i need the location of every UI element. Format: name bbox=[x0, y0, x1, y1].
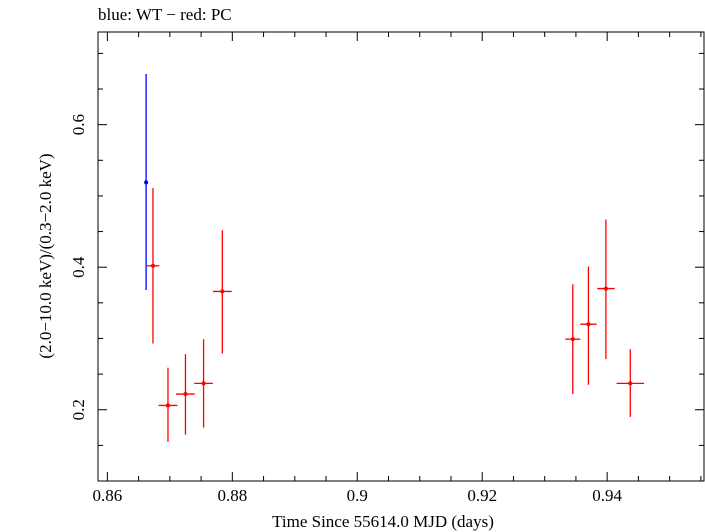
point-marker bbox=[628, 381, 633, 386]
data-point bbox=[580, 266, 597, 385]
data-marks bbox=[144, 74, 645, 442]
point-marker bbox=[165, 403, 170, 408]
plot-frame bbox=[97, 31, 705, 482]
x-tick-label: 0.92 bbox=[467, 486, 497, 505]
y-tick-label: 0.6 bbox=[69, 114, 88, 135]
y-tick-label: 0.4 bbox=[69, 256, 88, 278]
tick-labels: 0.86 0.88 0.9 0.92 0.94 0.2 0.4 0.6 bbox=[69, 114, 623, 505]
x-tick-label: 0.9 bbox=[347, 486, 368, 505]
data-point bbox=[212, 230, 232, 354]
x-tick-label: 0.94 bbox=[592, 486, 622, 505]
point-marker bbox=[220, 289, 225, 294]
x-tick-label: 0.88 bbox=[217, 486, 247, 505]
point-marker bbox=[201, 381, 206, 386]
y-axis-label: (2.0−10.0 keV)/(0.3−2.0 keV) bbox=[36, 153, 55, 358]
point-marker bbox=[150, 263, 155, 268]
data-point bbox=[176, 354, 195, 435]
point-marker bbox=[144, 180, 149, 185]
x-axis-label: Time Since 55614.0 MJD (days) bbox=[272, 512, 494, 531]
data-point bbox=[146, 188, 160, 344]
point-marker bbox=[603, 286, 608, 291]
x-tick-label: 0.86 bbox=[92, 486, 122, 505]
point-marker bbox=[586, 322, 591, 327]
axis-ticks bbox=[98, 32, 704, 482]
data-point bbox=[616, 349, 645, 417]
data-point bbox=[194, 339, 213, 428]
y-tick-label: 0.2 bbox=[69, 399, 88, 420]
point-marker bbox=[570, 337, 575, 342]
point-marker bbox=[183, 392, 188, 397]
data-point bbox=[144, 74, 149, 290]
data-point bbox=[597, 219, 615, 360]
data-point bbox=[158, 367, 178, 442]
data-point bbox=[565, 284, 581, 395]
chart-title: blue: WT − red: PC bbox=[98, 5, 232, 24]
